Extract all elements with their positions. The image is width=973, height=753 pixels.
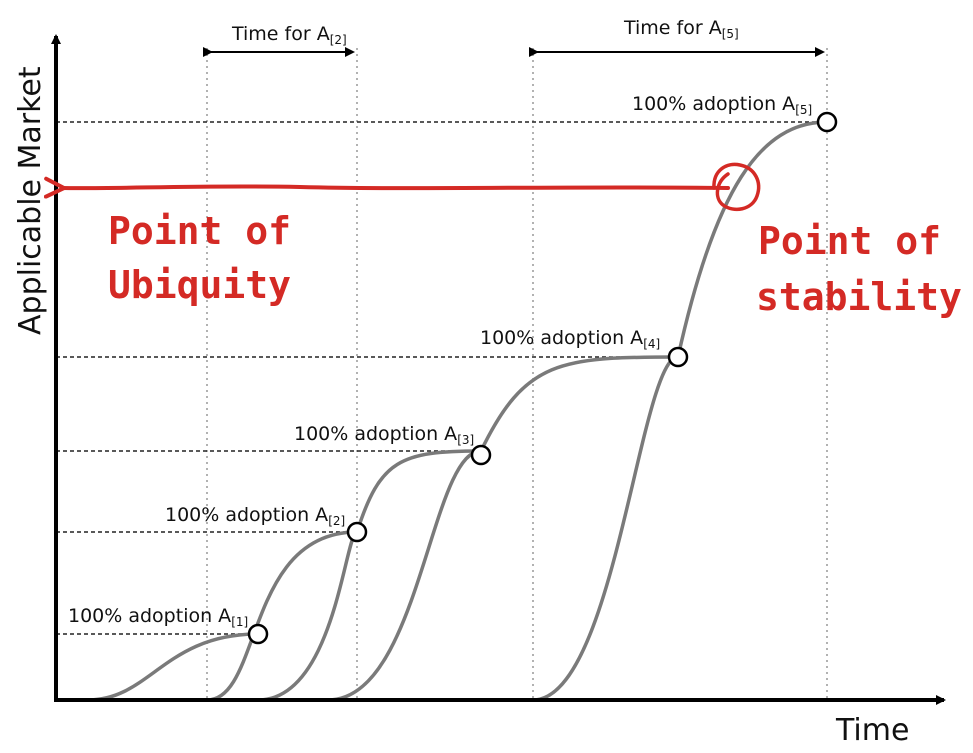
curve-a4 — [326, 355, 680, 702]
stability-label-line2: stability — [756, 275, 962, 319]
x-axis-title: Time — [835, 713, 909, 748]
marker-a5 — [816, 111, 838, 133]
vertical-guides — [206, 48, 828, 700]
y-axis-title: Applicable Market — [13, 66, 48, 335]
curve-a2 — [205, 530, 359, 702]
ubiquity-label-line1: Point of — [108, 209, 291, 253]
adoption-label-a2: 100% adoption A[2] — [165, 504, 345, 528]
curve-a1 — [86, 632, 260, 702]
adoption-label-a3: 100% adoption A[3] — [294, 423, 474, 447]
ubiquity-arrow — [43, 176, 730, 199]
adoption-label-a5: 100% adoption A[5] — [632, 93, 812, 117]
stability-label-line1: Point of — [758, 219, 941, 263]
time-span-a2-label: Time for A[2] — [231, 23, 347, 47]
marker-a3 — [470, 444, 492, 466]
time-span-a5-label: Time for A[5] — [623, 17, 739, 41]
adoption-markers — [247, 111, 838, 645]
marker-a1 — [247, 623, 269, 645]
level-lines — [56, 121, 827, 635]
marker-a2 — [346, 521, 368, 543]
stability-circle — [712, 162, 761, 212]
adoption-label-a4: 100% adoption A[4] — [480, 327, 660, 351]
curve-a5 — [531, 120, 829, 702]
adoption-label-a1: 100% adoption A[1] — [68, 605, 248, 629]
marker-a4 — [667, 346, 689, 368]
ubiquity-label-line2: Ubiquity — [108, 263, 291, 307]
